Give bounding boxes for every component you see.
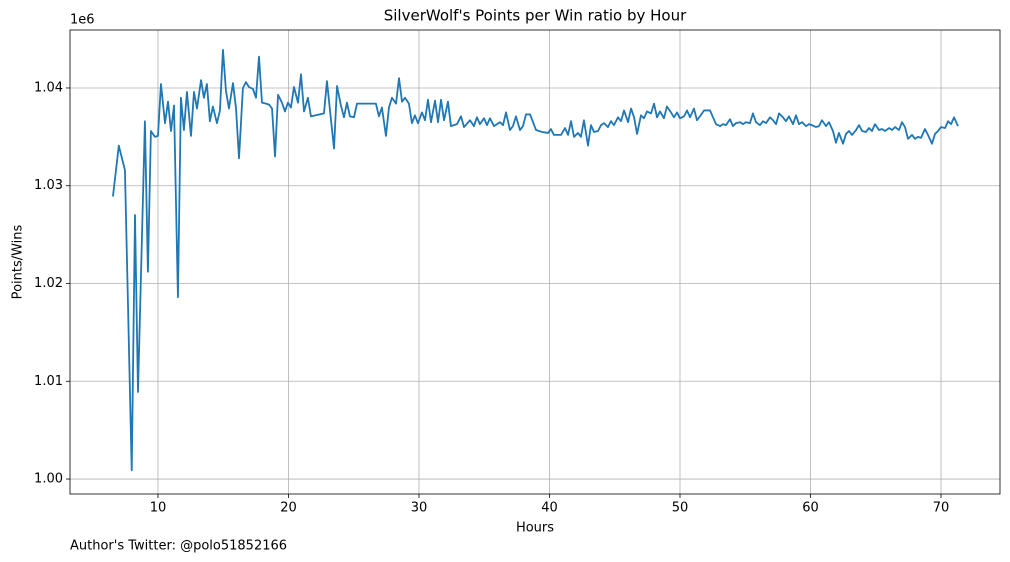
x-tick-label: 50 — [672, 501, 689, 516]
chart-title: SilverWolf's Points per Win ratio by Hou… — [384, 7, 687, 25]
x-tick-label: 70 — [933, 501, 950, 516]
y-tick-label: 1.00 — [34, 472, 63, 487]
line — [112, 48, 959, 472]
y-axis-label: Points/Wins — [11, 224, 26, 299]
y-tick-label: 1.02 — [34, 276, 63, 291]
y-tick-label: 1.03 — [34, 178, 63, 193]
x-tick-label: 40 — [541, 501, 558, 516]
y-offset-label: 1e6 — [70, 13, 95, 28]
y-tick-label: 1.04 — [34, 80, 63, 95]
x-axis-label: Hours — [516, 521, 554, 536]
x-tick-label: 30 — [411, 501, 428, 516]
footnote: Author's Twitter: @polo51852166 — [70, 539, 287, 554]
plot-frame — [69, 29, 1001, 495]
x-tick-label: 10 — [150, 501, 167, 516]
x-tick-label: 20 — [280, 501, 297, 516]
y-tick-label: 1.01 — [34, 374, 63, 389]
x-tick-label: 60 — [802, 501, 819, 516]
